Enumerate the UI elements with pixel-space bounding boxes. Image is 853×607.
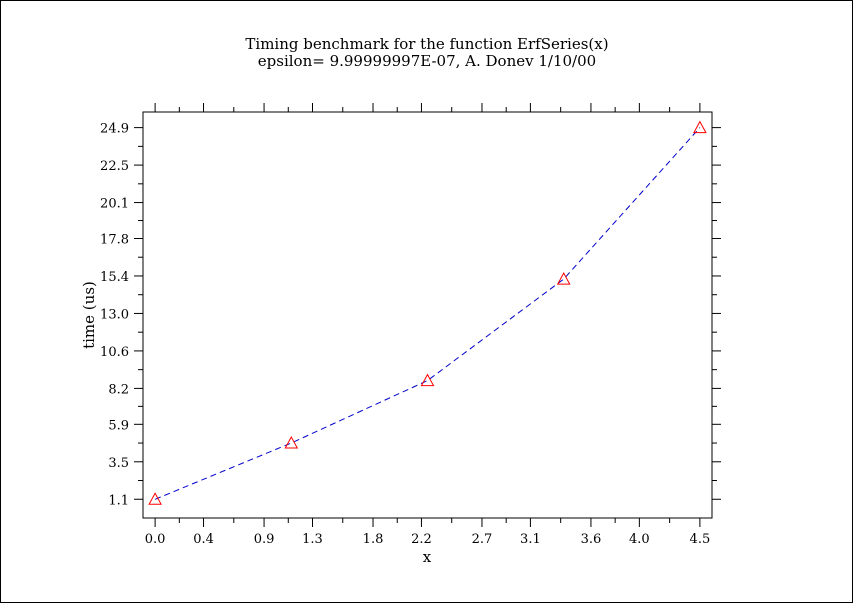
chart-subtitle: epsilon= 9.99999997E-07, A. Donev 1/10/0… (258, 52, 596, 70)
y-tick-label: 20.1 (100, 197, 129, 212)
series-layer (148, 120, 707, 505)
y-axis-label: time (us) (80, 281, 98, 349)
y-tick-label: 3.5 (108, 456, 129, 471)
y-tick-label: 1.1 (108, 493, 129, 508)
plot-area (142, 111, 713, 519)
data-point-marker (693, 120, 707, 134)
y-tick-label: 13.0 (100, 307, 129, 322)
y-tick-label: 8.2 (108, 382, 129, 397)
x-tick-label: 0.9 (254, 532, 275, 547)
data-point-marker (420, 373, 435, 387)
y-tick-label: 15.4 (100, 270, 129, 285)
x-tick-label: 0.4 (193, 532, 214, 547)
x-tick-label: 0.0 (145, 532, 166, 547)
x-tick-label: 3.1 (520, 532, 541, 547)
y-tick-label: 5.9 (108, 418, 129, 433)
x-tick-label: 4.0 (629, 532, 650, 547)
x-tick-label: 2.2 (411, 532, 432, 547)
y-tick-label: 22.5 (100, 159, 129, 174)
x-tick-label: 3.6 (581, 532, 602, 547)
x-tick-label: 1.8 (363, 532, 384, 547)
data-point-marker (284, 436, 299, 449)
data-point-marker (148, 492, 162, 505)
x-axis-label: x (423, 548, 432, 566)
y-tick-label: 10.6 (100, 345, 129, 360)
tick-labels: 0.0 0.4 0.9 1.3 1.8 2.2 2.7 3.1 3.6 4.0 4.5 1.1 3.5 5… (100, 122, 710, 547)
y-tick-label: 24.9 (100, 122, 129, 137)
x-tick-label: 4.5 (690, 532, 711, 547)
axis-ticks (134, 103, 721, 527)
x-tick-label: 1.3 (302, 532, 323, 547)
x-tick-label: 2.7 (472, 532, 493, 547)
chart-title: Timing benchmark for the function ErfSer… (245, 35, 608, 53)
series-line (154, 127, 701, 500)
y-tick-label: 17.8 (100, 232, 129, 247)
data-point-marker (556, 272, 571, 285)
